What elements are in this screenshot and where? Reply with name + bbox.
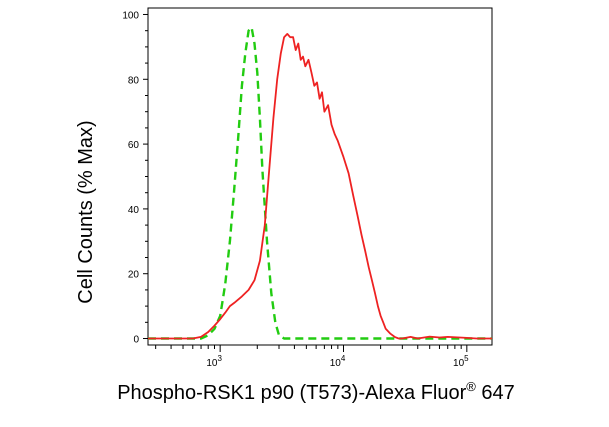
solid-histogram-line: [148, 33, 492, 340]
x-axis-label-superscript: ®: [466, 379, 476, 394]
x-axis-label: Phospho-RSK1 p90 (T573)-Alexa Fluor® 647: [117, 379, 515, 404]
series-layer: [148, 26, 492, 340]
x-tick-label: 104: [330, 354, 346, 369]
y-tick-label: 60: [128, 140, 140, 151]
dashed-histogram-line: [148, 26, 492, 340]
y-tick-label: 20: [128, 270, 140, 281]
x-axis: 103 104 105: [155, 345, 469, 369]
y-tick-label: 100: [122, 10, 139, 21]
y-axis: 0 20 40 60 80 100: [122, 7, 493, 346]
y-tick-label: 80: [128, 75, 140, 86]
plot-frame: [147, 7, 493, 346]
y-tick-label: 40: [128, 205, 140, 216]
y-axis-label: Cell Counts (% Max): [75, 120, 97, 303]
x-tick-label: 105: [453, 354, 469, 369]
x-axis-label-main: Phospho-RSK1 p90 (T573)-Alexa Fluor: [117, 382, 466, 404]
y-tick-label: 0: [133, 335, 139, 346]
x-axis-label-suffix: 647: [476, 382, 515, 404]
x-tick-label: 103: [206, 354, 222, 369]
